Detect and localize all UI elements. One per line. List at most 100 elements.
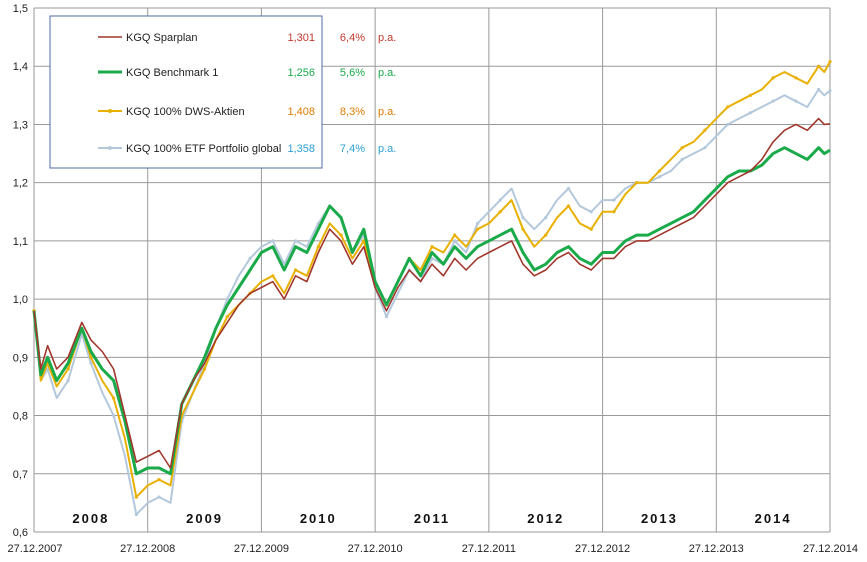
series-line: [33, 117, 831, 469]
y-tick-label: 1,1: [13, 236, 28, 248]
y-tick-label: 0,8: [13, 411, 28, 423]
series-point: [134, 495, 138, 499]
legend-value: 1,256: [287, 67, 315, 79]
series-point: [339, 233, 343, 237]
y-tick-label: 1,2: [13, 178, 28, 190]
legend-marker: [108, 146, 112, 150]
series-point: [657, 175, 662, 179]
legend-label: KGQ 100% ETF Portfolio global: [126, 143, 281, 155]
series-point: [293, 268, 298, 272]
series-point: [703, 128, 707, 132]
series-point: [66, 379, 70, 383]
series-point: [680, 157, 684, 161]
series-point: [453, 239, 457, 243]
x-tick-label: 27.12.2010: [348, 543, 403, 555]
series-point: [112, 396, 116, 400]
x-tick-label: 27.12.2009: [234, 543, 289, 555]
legend-pa-unit: p.a.: [378, 32, 396, 44]
series-point: [703, 146, 707, 150]
legend-pa: 8,3%: [340, 106, 365, 118]
legend-marker: [108, 109, 112, 113]
series-point: [293, 239, 298, 243]
series-point: [271, 274, 275, 278]
series-point: [680, 146, 684, 150]
y-tick-label: 1,4: [13, 61, 28, 73]
series-point: [817, 64, 821, 68]
series-point: [453, 233, 457, 237]
series-point: [748, 111, 753, 115]
y-axis: 0,6 0,7 0,8 0,9 1,0 1,1 1,2 1,3 1,4 1,5: [13, 3, 28, 539]
year-label: 2012: [527, 511, 564, 526]
series-point: [521, 227, 525, 231]
legend-pa: 7,4%: [340, 143, 365, 155]
series-point: [362, 239, 366, 243]
y-tick-label: 0,6: [13, 527, 28, 539]
x-axis: 27.12.2007 27.12.2008 27.12.2009 27.12.2010…: [7, 543, 858, 555]
series-point: [46, 367, 50, 371]
x-tick-label: 27.12.2012: [575, 543, 630, 555]
series-point: [635, 181, 639, 185]
year-label: 2010: [300, 511, 337, 526]
series-point: [248, 256, 252, 260]
series-point: [726, 105, 730, 109]
legend-pa-unit: p.a.: [378, 67, 396, 79]
series-point: [157, 495, 161, 499]
series-point: [828, 89, 832, 93]
legend-pa-unit: p.a.: [378, 143, 396, 155]
series-point: [771, 76, 775, 80]
series-point: [544, 233, 548, 237]
series-point: [748, 93, 753, 97]
year-label: 2008: [72, 511, 109, 526]
series-point: [498, 210, 502, 214]
series-point: [612, 198, 616, 202]
legend-value: 1,358: [287, 143, 315, 155]
x-tick-label: 27.12.2008: [120, 543, 175, 555]
series-point: [771, 99, 775, 103]
series-point: [498, 198, 502, 202]
series-point: [157, 478, 161, 482]
legend-value: 1,408: [287, 106, 315, 118]
year-label: 2011: [414, 511, 450, 526]
series-point: [612, 210, 616, 214]
year-labels: 2008 2009 2010 2011 2012 2013 2014: [72, 511, 789, 526]
year-label: 2009: [186, 511, 223, 526]
legend-label: KGQ Sparplan: [126, 32, 198, 44]
legend-pa-unit: p.a.: [378, 106, 396, 118]
series-point: [475, 221, 480, 226]
y-tick-label: 1,3: [13, 119, 28, 131]
x-tick-label: 27.12.2013: [689, 543, 744, 555]
series-point: [89, 355, 93, 359]
legend-box: [49, 15, 323, 169]
series-point: [817, 87, 821, 92]
series-point: [271, 239, 275, 243]
series-point: [828, 59, 832, 64]
year-label: 2013: [641, 511, 678, 526]
legend-label: KGQ 100% DWS-Aktien: [126, 106, 245, 118]
legend-label: KGQ Benchmark 1: [126, 67, 218, 79]
series-point: [430, 245, 434, 249]
series-point: [657, 169, 662, 173]
x-tick-label: 27.12.2011: [462, 543, 516, 555]
x-tick-label: 27.12.2014: [803, 543, 858, 555]
series-point: [589, 210, 593, 214]
series-point: [566, 186, 571, 191]
legend-value: 1,301: [287, 32, 315, 44]
y-tick-label: 0,7: [13, 469, 28, 481]
y-tick-label: 1,5: [13, 3, 28, 15]
series-point: [430, 256, 434, 260]
series-point: [225, 297, 229, 301]
legend: KGQ Sparplan 1,301 6,4% p.a. KGQ Benchmark 1…: [49, 15, 396, 169]
series-point: [202, 367, 207, 371]
series-point: [521, 216, 525, 220]
series-point: [794, 99, 798, 103]
series-point: [225, 314, 229, 319]
series-point: [726, 122, 730, 127]
y-tick-label: 0,9: [13, 352, 28, 364]
series-point: [134, 512, 138, 517]
series-point: [566, 204, 571, 208]
series-point: [544, 216, 548, 220]
series-point: [112, 413, 116, 418]
series-point: [66, 367, 70, 371]
series-point: [316, 245, 320, 249]
